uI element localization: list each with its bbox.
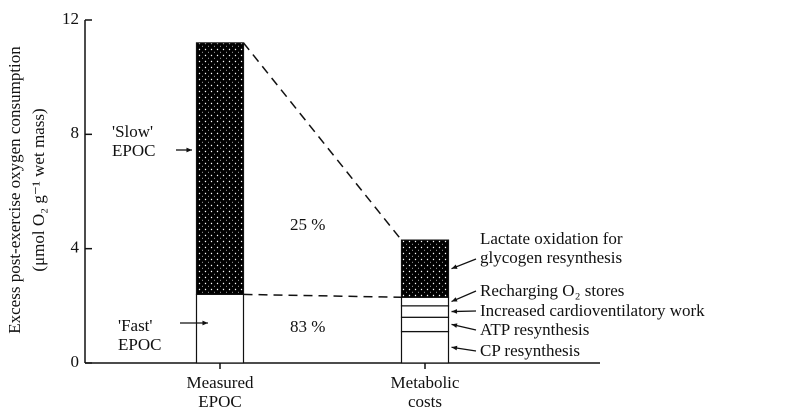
y-tick-label: 4 (71, 238, 80, 257)
arrow-head (451, 345, 458, 351)
annotation: 83 % (290, 317, 325, 336)
annotation: 25 % (290, 215, 325, 234)
arrow-head (451, 297, 458, 302)
x-tick-label: Measured EPOC (186, 373, 254, 411)
bar-segment (195, 42, 245, 296)
y-tick-label: 12 (62, 9, 79, 28)
bar-segment (195, 293, 245, 364)
segment-label: Lactate oxidation for glycogen resynthes… (480, 229, 623, 267)
bar-segment (400, 296, 450, 307)
y-tick-label: 8 (71, 123, 80, 142)
segment-label: 'Slow' EPOC (112, 122, 156, 160)
segment-label: Increased cardioventilatory work (480, 301, 705, 320)
x-tick-label: Metabolic costs (390, 373, 460, 411)
bar-segment (400, 305, 450, 318)
connector (242, 42, 403, 241)
y-tick-label: 0 (71, 352, 80, 371)
bar-segment (400, 316, 450, 333)
bar-segment (400, 330, 450, 364)
arrow-head (451, 309, 458, 314)
connector (243, 293, 402, 299)
segment-label: Recharging O₂ stores (480, 281, 625, 300)
bar-segment (400, 239, 450, 298)
arrow-head (451, 264, 458, 269)
y-axis-label: (μmol O₂ g⁻¹ wet mass) (29, 108, 48, 271)
arrow-head (202, 320, 208, 326)
segment-label: ATP resynthesis (480, 320, 590, 339)
segment-label: CP resynthesis (480, 341, 580, 360)
y-axis-label: Excess post-exercise oxygen consumption (5, 46, 24, 334)
arrow-head (451, 323, 458, 328)
arrow-head (186, 147, 192, 153)
segment-label: 'Fast' EPOC (118, 316, 162, 354)
